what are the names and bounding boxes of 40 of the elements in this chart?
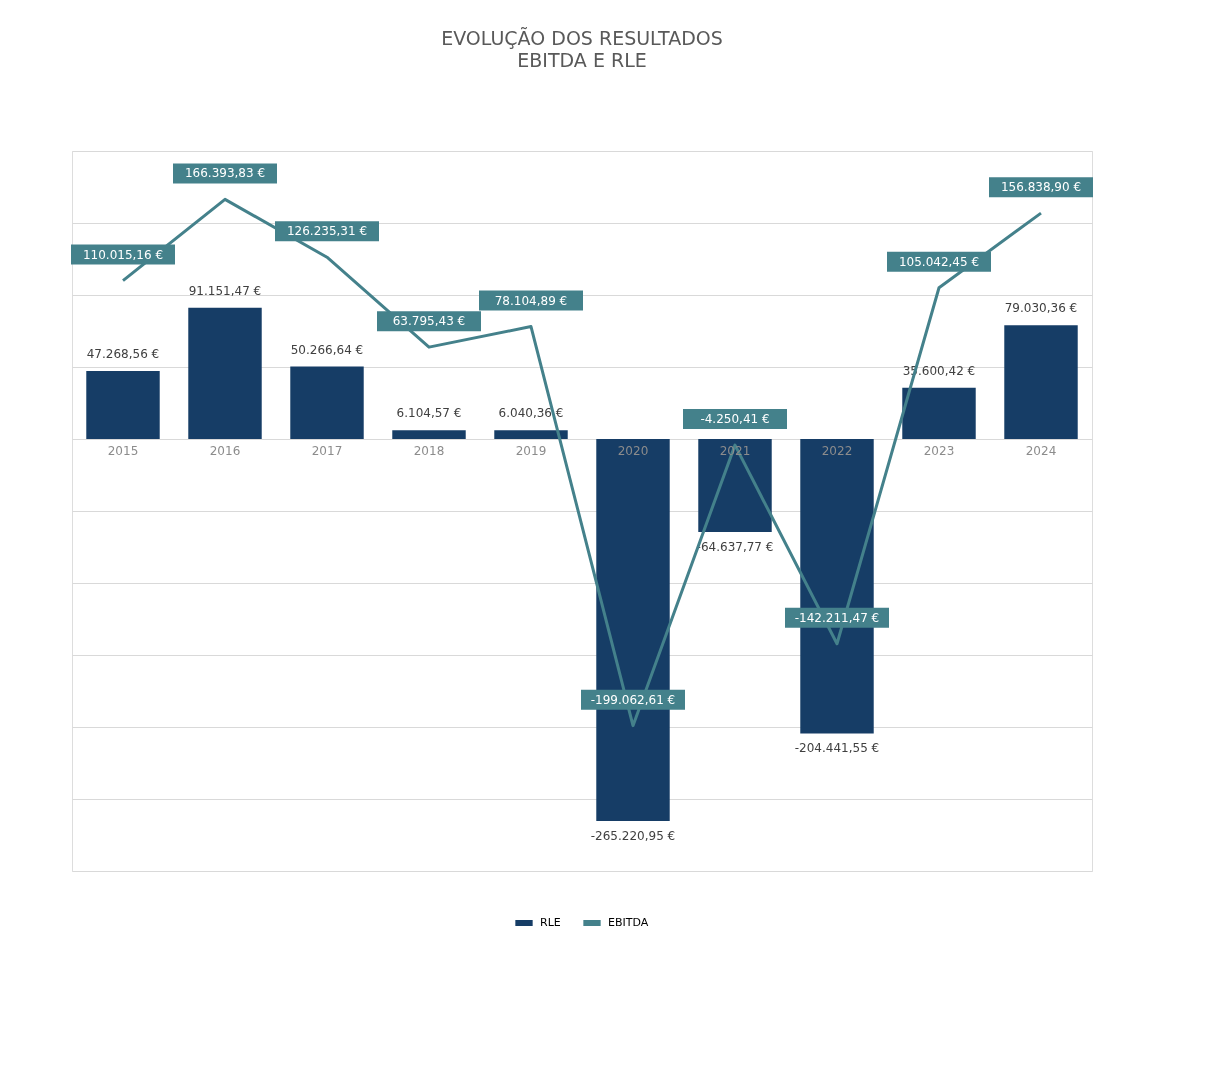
data-label: 156.838,90 €: [1000, 180, 1082, 195]
bar: [392, 430, 466, 439]
data-label: -4.250,41 €: [700, 412, 770, 427]
x-tick-label: 2015: [107, 443, 139, 458]
data-label: 50.266,64 €: [290, 342, 364, 357]
x-tick-label: 2023: [923, 443, 955, 458]
data-label: 105.042,45 €: [898, 254, 980, 269]
x-tick-label: 2019: [515, 443, 547, 458]
bar: [698, 439, 772, 533]
bar: [188, 307, 262, 439]
data-label: 6.040,36 €: [498, 406, 564, 421]
data-label: 78.104,89 €: [494, 293, 568, 308]
x-tick-label: 2024: [1025, 443, 1057, 458]
data-label: 6.104,57 €: [396, 406, 462, 421]
data-label: 126.235,31 €: [286, 224, 368, 239]
data-label: 91.151,47 €: [188, 283, 262, 298]
bar: [494, 430, 568, 439]
legend-label: RLE: [540, 916, 561, 929]
data-label: 110.015,16 €: [82, 247, 164, 262]
data-label: -204.441,55 €: [794, 741, 880, 756]
x-tick-label: 2022: [821, 443, 853, 458]
bar: [902, 387, 976, 439]
data-label: -64.637,77 €: [696, 540, 774, 555]
x-tick-label: 2020: [617, 443, 649, 458]
bar: [1004, 325, 1078, 439]
data-label: 79.030,36 €: [1004, 301, 1078, 316]
x-tick-label: 2018: [413, 443, 445, 458]
bar: [290, 366, 364, 439]
data-label: 166.393,83 €: [184, 166, 266, 181]
chart-title: EVOLUÇÃO DOS RESULTADOS: [441, 27, 723, 49]
x-tick-label: 2017: [311, 443, 343, 458]
data-label: -199.062,61 €: [590, 692, 676, 707]
bar: [86, 370, 160, 439]
chart-subtitle: EBITDA E RLE: [517, 49, 647, 71]
data-label: 47.268,56 €: [86, 346, 160, 361]
data-label: -265.220,95 €: [590, 828, 676, 843]
legend-label: EBITDA: [608, 916, 649, 929]
x-tick-label: 2016: [209, 443, 241, 458]
data-label: 63.795,43 €: [392, 314, 466, 329]
data-label: -142.211,47 €: [794, 610, 880, 625]
